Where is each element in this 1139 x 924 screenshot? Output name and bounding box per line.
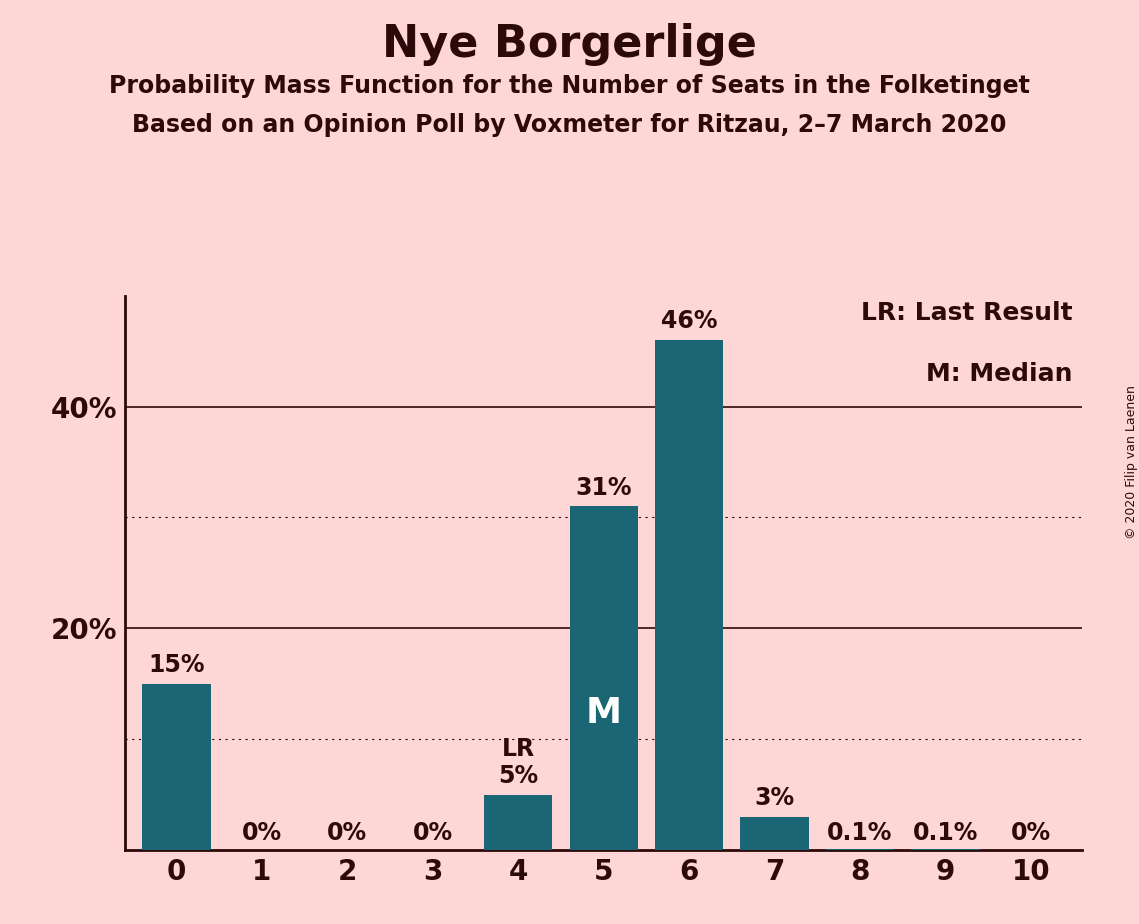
Text: 0%: 0% (327, 821, 368, 845)
Bar (142, 684, 211, 850)
Text: 46%: 46% (661, 310, 718, 334)
Text: 3%: 3% (754, 786, 795, 810)
Text: 0%: 0% (1010, 821, 1051, 845)
Bar (484, 795, 552, 850)
Bar (655, 340, 723, 850)
Text: 0%: 0% (241, 821, 282, 845)
Bar (911, 849, 980, 850)
Text: 15%: 15% (148, 653, 205, 677)
Text: M: Median: M: Median (926, 362, 1073, 386)
Text: Nye Borgerlige: Nye Borgerlige (382, 23, 757, 67)
Text: © 2020 Filip van Laenen: © 2020 Filip van Laenen (1124, 385, 1138, 539)
Text: Based on an Opinion Poll by Voxmeter for Ritzau, 2–7 March 2020: Based on an Opinion Poll by Voxmeter for… (132, 113, 1007, 137)
Text: 5%: 5% (498, 764, 539, 788)
Text: 0.1%: 0.1% (827, 821, 893, 845)
Text: LR: Last Result: LR: Last Result (861, 301, 1073, 325)
Text: 31%: 31% (575, 476, 632, 500)
Bar (570, 506, 638, 850)
Bar (826, 849, 894, 850)
Text: LR: LR (501, 737, 535, 761)
Text: Probability Mass Function for the Number of Seats in the Folketinget: Probability Mass Function for the Number… (109, 74, 1030, 98)
Bar (740, 817, 809, 850)
Text: 0.1%: 0.1% (912, 821, 978, 845)
Text: M: M (585, 696, 622, 730)
Text: 0%: 0% (412, 821, 453, 845)
